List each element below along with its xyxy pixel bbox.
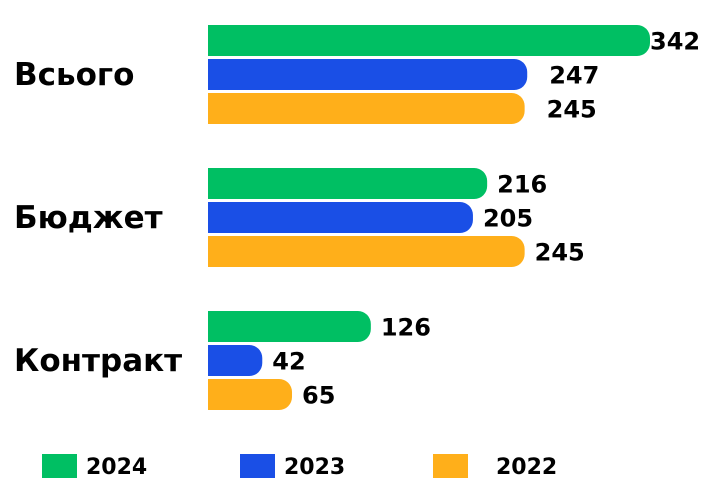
value-label: 247	[549, 62, 599, 90]
value-label: 205	[483, 205, 533, 233]
bar	[208, 59, 528, 90]
value-label: 216	[497, 171, 547, 199]
bar	[208, 345, 263, 376]
value-label: 245	[535, 239, 585, 267]
bar	[208, 168, 488, 199]
bar	[208, 202, 473, 233]
bar	[208, 93, 525, 124]
bar	[208, 25, 650, 56]
bar	[208, 379, 293, 410]
category-label: Контракт	[14, 343, 182, 379]
value-label: 65	[302, 382, 335, 410]
category-label: Всього	[14, 57, 134, 93]
value-label: 342	[650, 28, 700, 56]
legend-swatch	[433, 454, 468, 478]
value-label: 42	[272, 348, 305, 376]
legend-swatch	[240, 454, 275, 478]
value-label: 245	[547, 96, 597, 124]
legend-label: 2023	[284, 455, 345, 480]
category-label: Бюджет	[14, 200, 163, 236]
value-label: 126	[381, 314, 431, 342]
legend-label: 2022	[496, 455, 557, 480]
legend-swatch	[42, 454, 77, 478]
bar	[208, 236, 525, 267]
legend-label: 2024	[86, 455, 147, 480]
bar	[208, 311, 371, 342]
